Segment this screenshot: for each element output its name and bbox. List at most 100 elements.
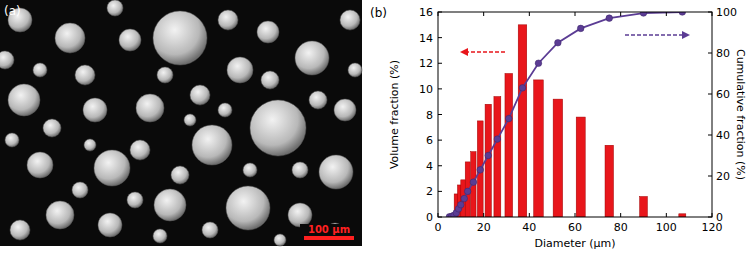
powder-particle <box>119 29 141 51</box>
powder-particle <box>107 0 123 16</box>
panel-label: (a) <box>4 4 21 18</box>
y2-tick <box>708 176 712 177</box>
powder-particle <box>340 10 360 30</box>
powder-particle <box>309 91 327 109</box>
y-tick <box>438 37 442 38</box>
bar <box>553 99 562 217</box>
powder-particle <box>171 166 189 184</box>
powder-particle <box>10 220 30 240</box>
bar <box>605 145 613 217</box>
powder-particle <box>319 155 353 189</box>
plot-marks <box>446 12 686 217</box>
powder-particle <box>227 57 253 83</box>
axis-arrowhead <box>460 48 468 56</box>
powder-particle <box>130 140 150 160</box>
line-marker <box>640 12 647 16</box>
y2-tick-label: 0 <box>716 211 723 224</box>
line-marker <box>555 39 562 46</box>
y-tick-label: 8 <box>426 109 433 122</box>
y-tick <box>438 114 442 115</box>
bar <box>465 162 470 217</box>
x-tick <box>483 213 484 217</box>
line-marker <box>606 15 613 22</box>
powder-particle <box>334 99 356 121</box>
x-tick-label: 40 <box>522 221 536 234</box>
y2-tick <box>708 53 712 54</box>
x-tick <box>529 213 530 217</box>
y-tick <box>438 12 442 13</box>
powder-particle <box>192 125 232 165</box>
bar <box>576 117 585 217</box>
plot-frame <box>438 12 712 217</box>
x-tick-label: 100 <box>656 221 677 234</box>
y-tick-label: 10 <box>419 83 433 96</box>
powder-particle <box>136 94 164 122</box>
bar <box>494 97 501 217</box>
line-marker <box>494 136 501 143</box>
bar <box>534 80 544 217</box>
y-tick <box>438 191 442 192</box>
micrograph: (a)100 μm <box>0 0 362 246</box>
line-marker <box>485 152 492 159</box>
powder-particle <box>43 119 61 137</box>
powder-particle <box>250 100 306 156</box>
y2-tick-label: 80 <box>716 47 730 60</box>
powder-particle <box>75 65 95 85</box>
powder-particle <box>153 229 167 243</box>
x-tick <box>438 213 439 217</box>
cumulative-line <box>449 12 682 217</box>
powder-particle <box>127 192 143 208</box>
y-axis-label: Volume fraction (%) <box>388 60 401 169</box>
chart: 0204060801001200246810121416020406080100… <box>370 6 747 250</box>
x-tick <box>620 213 621 217</box>
y-tick <box>438 140 442 141</box>
x-axis-label: Diameter (μm) <box>534 237 615 250</box>
line-marker <box>535 60 542 67</box>
line-marker <box>519 85 526 92</box>
line-marker <box>461 195 468 202</box>
figure: (a)100 μm0204060801001200246810121416020… <box>0 0 748 255</box>
powder-particle <box>202 222 218 238</box>
powder-particle <box>348 63 362 77</box>
micrograph-background <box>0 0 362 246</box>
x-tick-label: 80 <box>614 221 628 234</box>
y2-tick-label: 100 <box>716 6 737 19</box>
x-tick-top <box>483 12 484 16</box>
powder-particle <box>84 139 96 151</box>
y-tick-label: 0 <box>426 211 433 224</box>
axis-arrow <box>466 51 505 53</box>
powder-particle <box>274 234 286 246</box>
bar <box>640 197 648 218</box>
powder-particle <box>72 182 88 198</box>
powder-particle <box>218 10 238 30</box>
x-tick <box>712 213 713 217</box>
powder-particle <box>157 67 173 83</box>
powder-particle <box>257 21 279 43</box>
powder-particle <box>94 150 130 186</box>
y-tick-label: 16 <box>419 6 433 19</box>
powder-particle <box>261 71 279 89</box>
powder-particle <box>295 41 329 75</box>
y2-tick <box>708 12 712 13</box>
powder-particle <box>8 84 40 116</box>
bar <box>518 25 527 217</box>
powder-particle <box>55 23 85 53</box>
x-tick <box>575 213 576 217</box>
powder-particle <box>292 162 308 178</box>
x-tick-label: 60 <box>568 221 582 234</box>
powder-particle <box>33 63 47 77</box>
powder-particle <box>27 152 53 178</box>
line-marker <box>458 201 465 208</box>
y2-axis-label: Cumulative fraction (%) <box>734 49 747 180</box>
y2-tick-label: 20 <box>716 170 730 183</box>
bar <box>477 121 483 217</box>
powder-particle <box>184 114 196 126</box>
scale-bar <box>304 236 354 240</box>
x-tick-top <box>438 12 439 16</box>
y-tick-label: 6 <box>426 134 433 147</box>
x-tick-top <box>529 12 530 16</box>
y2-tick <box>708 217 712 218</box>
axis-arrowhead <box>682 31 690 39</box>
y2-tick <box>708 94 712 95</box>
y-tick <box>438 217 442 218</box>
